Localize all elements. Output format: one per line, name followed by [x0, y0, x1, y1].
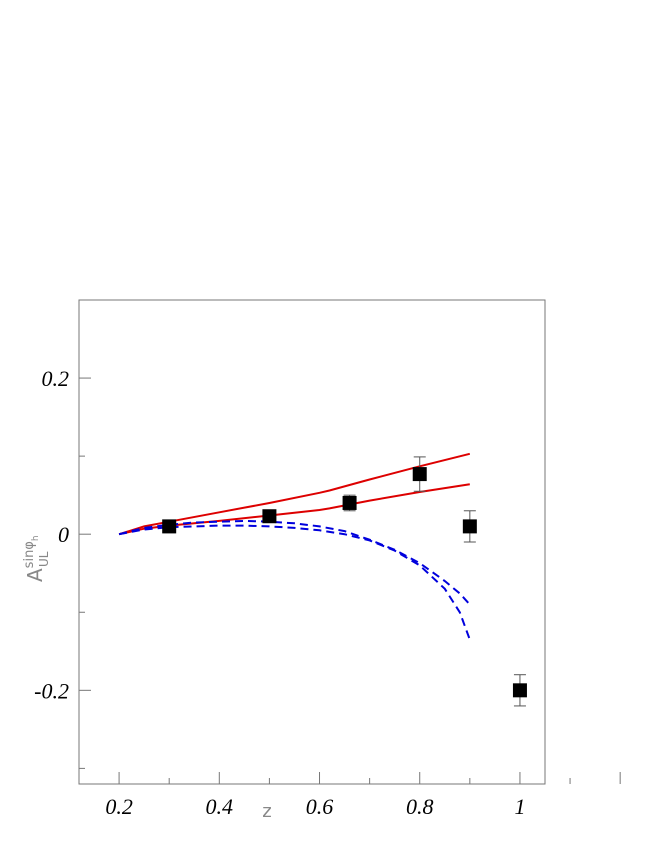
data-point-marker	[412, 467, 427, 482]
data-point-marker	[512, 683, 527, 698]
y-axis-title-sub: UL	[37, 551, 51, 567]
y-axis-title-sup-sub: h	[31, 535, 41, 541]
dashed-curve-line	[118, 519, 471, 606]
model-curves	[118, 452, 471, 640]
x-tick-label: 0.6	[306, 794, 334, 819]
solid-curve-line	[118, 452, 471, 536]
data-point-marker	[162, 519, 177, 534]
y-axis-title-sup: sinφ	[22, 541, 37, 568]
data-point-marker	[262, 509, 277, 524]
data-points	[162, 456, 527, 707]
y-axis-title: Asinφh	[22, 535, 47, 582]
data-point-marker	[462, 519, 477, 534]
y-tick-label: -0.2	[34, 678, 69, 703]
plot-frame	[78, 299, 546, 785]
x-axis-title: z	[262, 801, 271, 822]
x-tick-label: 1	[514, 794, 525, 819]
tick-labels: 0.2 0.4 0.6 0.8 1 -0.2 0 0.2	[34, 366, 525, 819]
x-tick-label: 0.8	[406, 794, 434, 819]
dashed-curve-line	[118, 524, 471, 640]
x-tick-label: 0.4	[206, 794, 234, 819]
x-tick-label: 0.2	[105, 794, 133, 819]
y-tick-label: 0.2	[42, 366, 70, 391]
y-tick-label: 0	[58, 522, 69, 547]
data-point-marker	[342, 495, 357, 510]
axis-ticks	[79, 377, 621, 784]
solid-curve-line	[118, 483, 470, 536]
y-axis-title-main: A	[23, 568, 47, 582]
